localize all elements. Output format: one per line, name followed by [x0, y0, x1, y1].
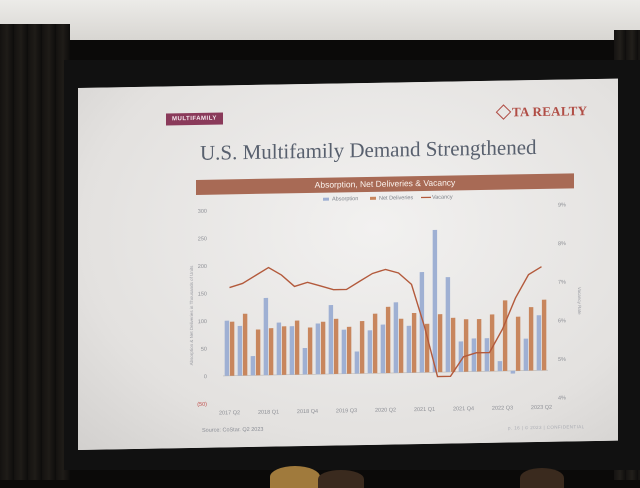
y-tick-label: (50)	[197, 402, 207, 408]
x-tick-label: 2022 Q3	[492, 405, 513, 411]
audience-heads	[0, 462, 640, 480]
x-tick-label: 2021 Q4	[453, 406, 474, 412]
absorption-bar	[251, 356, 255, 375]
net-deliveries-bar	[503, 300, 507, 371]
absorption-bar	[277, 322, 281, 374]
x-tick-label: 2021 Q1	[414, 407, 435, 413]
absorption-bar	[433, 230, 437, 372]
absorption-bar	[524, 339, 528, 371]
absorption-bar	[511, 371, 515, 374]
net-deliveries-bar	[477, 319, 481, 371]
net-deliveries-bar	[386, 307, 390, 373]
x-tick-label: 2020 Q2	[375, 407, 396, 413]
absorption-bar	[472, 338, 476, 371]
y-axis-label: Absorption & Net Deliveries in Thousands…	[189, 265, 194, 366]
y-tick-label: 50	[201, 347, 207, 353]
net-deliveries-bar	[490, 314, 494, 371]
net-deliveries-bar	[230, 322, 234, 376]
net-deliveries-bar	[256, 329, 260, 375]
x-tick-label: 2017 Q2	[219, 410, 240, 416]
net-deliveries-bar	[308, 327, 312, 374]
net-deliveries-bar	[542, 300, 546, 371]
source-note: Source: CoStar. Q2 2023	[202, 427, 263, 434]
net-deliveries-bar	[360, 321, 364, 373]
y2-tick-label: 9%	[558, 202, 566, 208]
y2-tick-label: 6%	[558, 318, 566, 324]
ceiling	[0, 0, 640, 40]
x-tick-label: 2023 Q2	[531, 405, 552, 411]
legend-label: Net Deliveries	[379, 195, 413, 202]
net-deliveries-bar	[295, 321, 299, 375]
absorption-bar	[355, 351, 359, 373]
legend-swatch	[323, 198, 329, 201]
y-tick-label: 100	[198, 319, 207, 325]
legend-label: Vacancy	[432, 194, 453, 200]
y2-tick-label: 7%	[558, 280, 566, 286]
y-tick-label: 150	[198, 291, 207, 297]
audience-head	[318, 470, 364, 488]
x-tick-label: 2018 Q4	[297, 409, 318, 415]
absorption-bar	[446, 277, 450, 372]
vacancy-line	[230, 263, 542, 380]
net-deliveries-bar	[347, 327, 351, 374]
net-deliveries-bar	[269, 328, 273, 375]
absorption-bar	[381, 325, 385, 374]
net-deliveries-bar	[243, 314, 247, 376]
y2-axis-label: Vacancy Rate	[577, 287, 582, 315]
net-deliveries-bar	[321, 322, 325, 374]
curtain-left	[0, 24, 70, 480]
audience-head	[270, 466, 320, 488]
absorption-bar	[290, 326, 294, 375]
absorption-bar	[485, 338, 489, 371]
absorption-bar	[394, 302, 398, 373]
y2-tick-label: 5%	[558, 357, 566, 363]
audience-head	[520, 468, 564, 488]
y-tick-label: 200	[198, 264, 207, 270]
y2-tick-label: 4%	[558, 395, 566, 401]
net-deliveries-bar	[399, 319, 403, 373]
absorption-bar	[303, 348, 307, 375]
net-deliveries-bar	[412, 313, 416, 373]
y-tick-label: 0	[204, 374, 207, 380]
absorption-bar	[459, 341, 463, 371]
absorption-bar	[537, 315, 541, 370]
absorption-bar	[225, 321, 229, 376]
combo-chart: 300 250 200 150 100 50 0 (50) 9% 8% 7% 6% 5% 4% Absorp…	[78, 79, 618, 450]
net-deliveries-bar	[282, 326, 286, 375]
absorption-bar	[407, 326, 411, 373]
net-deliveries-bar	[529, 307, 533, 370]
legend-swatch	[370, 197, 376, 200]
absorption-bar	[342, 330, 346, 374]
legend-label: Absorption	[332, 196, 358, 202]
y-tick-label: 250	[198, 236, 207, 242]
absorption-bar	[316, 323, 320, 374]
absorption-bar	[264, 298, 268, 375]
net-deliveries-bar	[451, 318, 455, 372]
absorption-bar	[238, 326, 242, 376]
y-tick-label: 300	[198, 209, 207, 215]
net-deliveries-bar	[464, 319, 468, 371]
absorption-bar	[329, 305, 333, 374]
net-deliveries-bar	[438, 314, 442, 372]
x-tick-label: 2018 Q1	[258, 409, 279, 415]
absorption-bar	[498, 361, 502, 371]
y2-tick-label: 8%	[558, 241, 566, 247]
net-deliveries-bar	[334, 319, 338, 374]
x-tick-label: 2019 Q3	[336, 408, 357, 414]
projected-slide: MULTIFAMILY TA REALTY U.S. Multifamily D…	[78, 79, 618, 450]
net-deliveries-bar	[373, 314, 377, 374]
net-deliveries-bar	[516, 317, 520, 371]
absorption-bar	[368, 330, 372, 373]
